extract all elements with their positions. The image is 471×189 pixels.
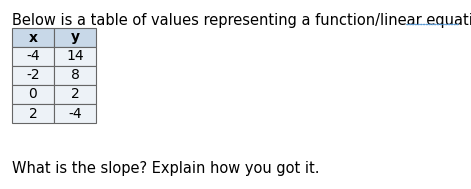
Text: 2: 2 [71, 88, 80, 101]
Bar [12, 104, 54, 123]
Bar [12, 66, 54, 85]
Text: 14: 14 [66, 50, 84, 64]
Bar [12, 28, 54, 47]
Bar [54, 85, 96, 104]
Text: x: x [29, 30, 38, 44]
Text: -2: -2 [26, 68, 40, 83]
Bar [54, 47, 96, 66]
Text: 2: 2 [29, 106, 37, 121]
Text: 0: 0 [29, 88, 37, 101]
Bar [12, 85, 54, 104]
Text: y: y [71, 30, 80, 44]
Bar [54, 28, 96, 47]
Text: What is the slope? Explain how you got it.: What is the slope? Explain how you got i… [12, 161, 319, 176]
Text: -4: -4 [68, 106, 82, 121]
Text: -4: -4 [26, 50, 40, 64]
Text: Below is a table of values representing a function/linear equation.: Below is a table of values representing … [12, 13, 471, 28]
Bar [54, 66, 96, 85]
Bar [12, 47, 54, 66]
Text: 8: 8 [71, 68, 80, 83]
Bar [54, 104, 96, 123]
